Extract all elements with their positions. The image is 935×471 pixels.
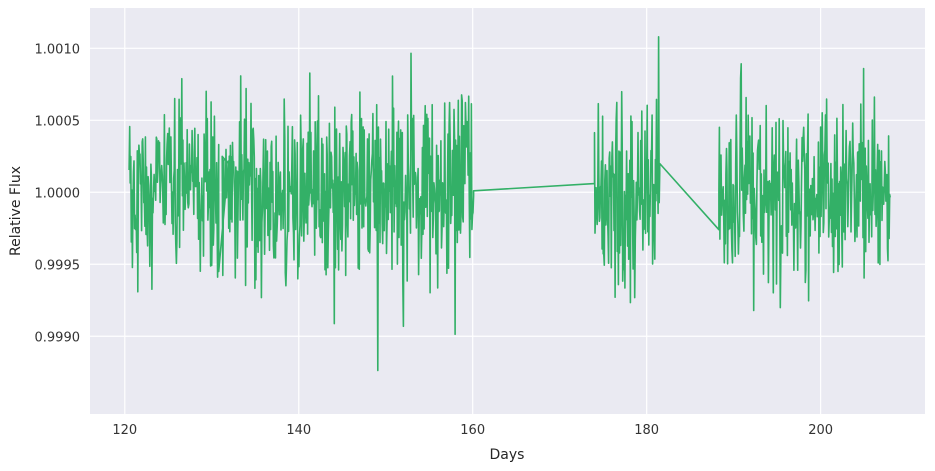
- y-tick-label: 0.9995: [35, 258, 81, 273]
- y-tick-label: 0.9990: [35, 330, 81, 345]
- x-tick-labels: 120 140 160 180 200: [112, 423, 833, 438]
- y-tick-label: 1.0010: [35, 42, 81, 57]
- y-tick-label: 1.0000: [35, 186, 81, 201]
- y-tick-labels: 0.9990 0.9995 1.0000 1.0005 1.0010: [35, 42, 81, 345]
- x-tick-label: 140: [286, 423, 311, 438]
- x-tick-label: 200: [808, 423, 833, 438]
- y-tick-label: 1.0005: [35, 114, 81, 129]
- flux-series: [128, 36, 891, 372]
- x-tick-label: 180: [634, 423, 659, 438]
- flux-line: [128, 36, 891, 372]
- x-axis-label: Days: [490, 447, 525, 463]
- x-tick-label: 160: [460, 423, 485, 438]
- x-tick-label: 120: [112, 423, 137, 438]
- y-axis-label: Relative Flux: [8, 166, 24, 256]
